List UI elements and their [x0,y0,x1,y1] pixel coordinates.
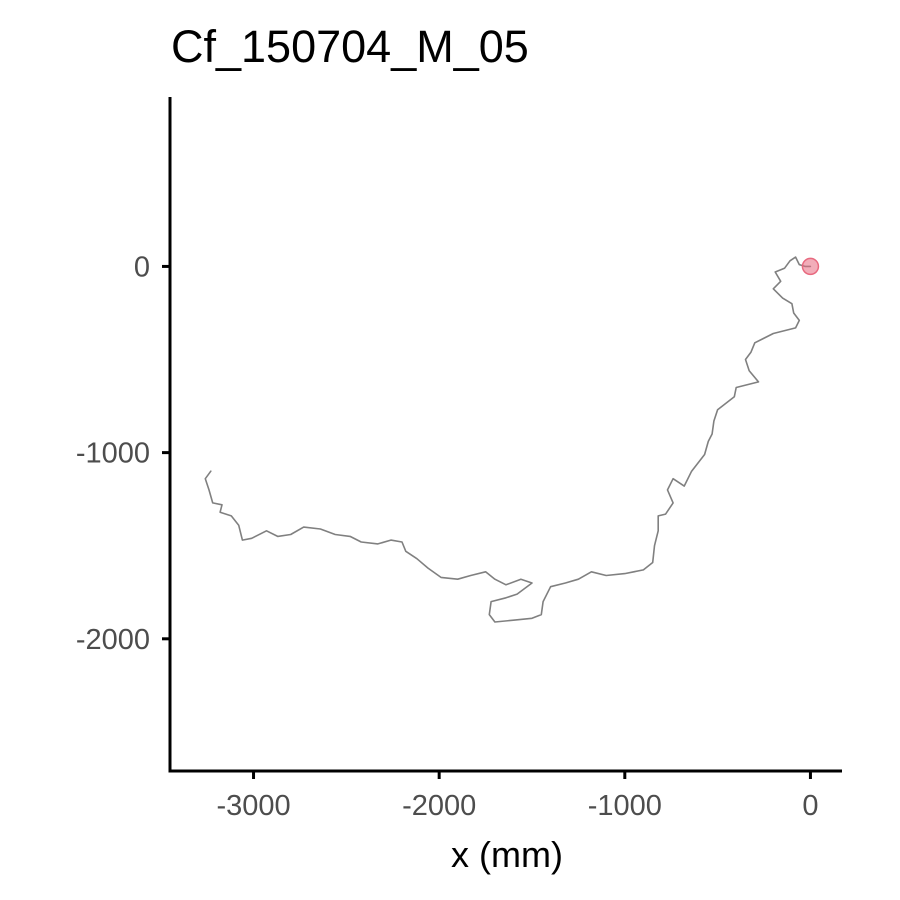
start-markers [801,257,820,276]
chart-title: Cf_150704_M_05 [171,21,529,72]
y-axis-ticks: 0 -1000 -2000 [76,251,170,656]
x-tick-label: 0 [802,790,818,822]
x-axis-ticks: -3000 -2000 -1000 0 [216,771,819,822]
plot-area [204,256,820,623]
y-tick-label: -1000 [76,438,150,470]
x-axis-title: x (mm) [451,834,563,875]
y-tick-label: -2000 [76,624,150,656]
x-tick-label: -1000 [588,790,662,822]
y-tick-label: 0 [134,251,150,283]
trajectory-line [204,256,812,623]
x-tick-label: -2000 [402,790,476,822]
start-point-marker [801,257,820,276]
x-tick-label: -3000 [216,790,290,822]
